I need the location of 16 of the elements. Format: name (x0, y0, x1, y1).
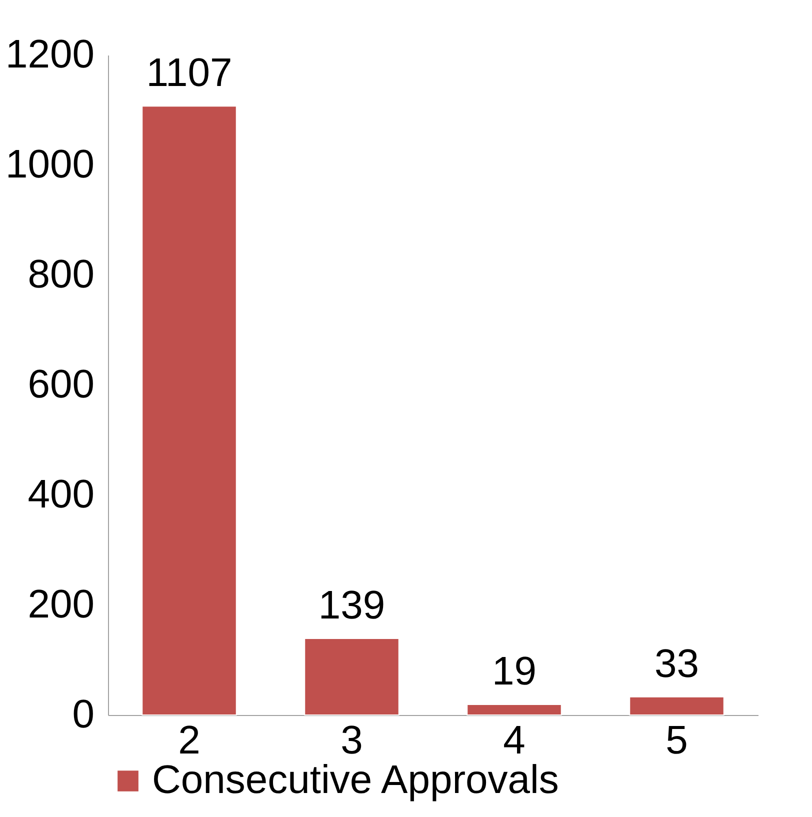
data-label: 1107 (146, 51, 232, 96)
bar (629, 696, 724, 716)
y-tick-label: 400 (28, 472, 94, 516)
y-tick-label: 1200 (6, 32, 94, 76)
bar (304, 638, 400, 716)
data-label: 139 (318, 584, 386, 628)
y-tick-label: 600 (28, 362, 94, 406)
bar (142, 106, 237, 716)
y-tick-label: 0 (72, 692, 94, 736)
x-tick-label: 5 (666, 718, 688, 762)
y-tick-label: 1000 (6, 142, 94, 186)
bar (466, 704, 562, 716)
y-tick-label: 800 (28, 252, 94, 296)
data-label: 19 (492, 650, 536, 694)
y-tick-label: 200 (28, 582, 94, 626)
data-label: 33 (654, 642, 699, 686)
